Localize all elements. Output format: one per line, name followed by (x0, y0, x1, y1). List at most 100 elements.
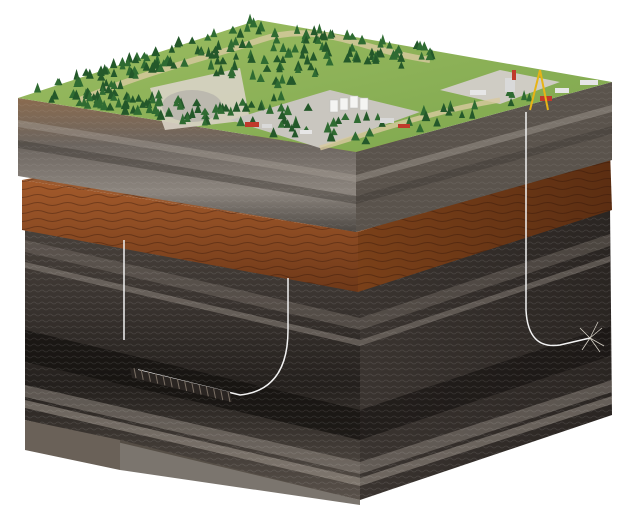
rail-tie (155, 373, 159, 384)
conifer-tree (507, 98, 515, 107)
conifer-tree (247, 53, 256, 63)
rail-tie (198, 384, 202, 395)
conifer-tree (232, 52, 240, 60)
conifer-tree (154, 96, 162, 107)
forest-trees (33, 13, 533, 145)
conifer-tree (83, 100, 92, 109)
conifer-tree (105, 102, 115, 111)
conifer-tree (115, 97, 123, 108)
rail-tie (140, 369, 144, 380)
conifer-tree (103, 78, 110, 87)
conifer-tree (151, 46, 161, 57)
conifer-tree (72, 89, 81, 100)
conifer-tree (314, 35, 322, 44)
conifer-tree (279, 55, 287, 63)
conifer-tree (211, 45, 220, 54)
conifer-tree (188, 36, 196, 44)
conifer-tree (386, 40, 393, 49)
conifer-tree (526, 92, 533, 102)
conifer-tree (374, 112, 381, 121)
lateral-rails (130, 367, 232, 403)
conifer-tree (362, 111, 371, 121)
conifer-tree (397, 52, 406, 62)
conifer-tree (149, 95, 157, 104)
conifer-tree (418, 51, 425, 60)
conifer-tree (256, 73, 265, 82)
conifer-tree (445, 108, 453, 116)
conifer-tree (294, 64, 302, 74)
conifer-tree (99, 85, 106, 95)
conifer-tree (286, 75, 295, 85)
conifer-tree (398, 61, 405, 69)
rail-tie (162, 375, 166, 386)
conifer-tree (440, 102, 448, 113)
conifer-tree (50, 89, 59, 100)
conifer-tree (358, 35, 366, 45)
conifer-tree (145, 97, 153, 108)
conifer-tree (81, 95, 88, 107)
conifer-tree (110, 68, 118, 77)
conifer-tree (85, 68, 94, 79)
conifer-tree (347, 32, 357, 40)
conifer-tree (110, 93, 118, 101)
conifer-tree (188, 107, 196, 119)
conifer-tree (120, 104, 130, 115)
conifer-tree (210, 28, 218, 38)
conifer-tree (244, 21, 251, 32)
conifer-tree (249, 68, 257, 80)
conifer-tree (346, 46, 354, 57)
conifer-tree (270, 42, 277, 52)
conifer-tree (291, 43, 299, 53)
rail-tie (213, 388, 217, 399)
conifer-tree (469, 108, 476, 119)
conifer-tree (276, 62, 283, 73)
rail-tie (147, 371, 151, 382)
conifer-tree (238, 98, 247, 106)
conifer-tree (160, 59, 168, 67)
conifer-tree (211, 103, 221, 113)
conifer-tree (323, 121, 332, 133)
conifer-tree (260, 55, 269, 64)
conifer-tree (207, 58, 215, 70)
conifer-tree (238, 38, 247, 48)
conifer-tree (283, 119, 292, 128)
conifer-tree (109, 57, 118, 69)
conifer-tree (217, 105, 225, 114)
conifer-tree (244, 40, 253, 48)
conifer-tree (92, 97, 100, 108)
conifer-tree (291, 118, 301, 129)
conifer-tree (231, 36, 240, 46)
conifer-tree (241, 102, 251, 112)
conifer-tree (320, 29, 329, 41)
rail-tie (133, 367, 137, 379)
conifer-tree (215, 39, 222, 50)
conifer-tree (179, 113, 187, 125)
conifer-tree (343, 53, 352, 63)
conifer-tree (416, 123, 425, 133)
conifer-tree (154, 53, 161, 64)
conifer-tree (262, 64, 272, 72)
conifer-tree (170, 61, 178, 69)
conifer-tree (180, 57, 189, 67)
conifer-tree (221, 103, 231, 112)
conifer-tree (226, 42, 235, 53)
conifer-tree (194, 45, 202, 55)
conifer-tree (363, 55, 372, 65)
conifer-tree (154, 89, 163, 99)
conifer-tree (508, 88, 516, 98)
conifer-tree (270, 27, 279, 38)
conifer-tree (425, 51, 434, 61)
conifer-tree (303, 53, 311, 65)
conifer-tree (232, 101, 241, 112)
conifer-tree (266, 103, 274, 114)
conifer-tree (368, 47, 376, 56)
conifer-tree (94, 90, 102, 99)
conifer-tree (48, 95, 55, 103)
conifer-tree (227, 106, 235, 116)
conifer-tree (213, 47, 220, 59)
conifer-tree (310, 25, 318, 36)
conifer-tree (273, 54, 282, 63)
conifer-tree (280, 114, 289, 125)
conifer-tree (277, 90, 285, 101)
conifer-tree (458, 110, 466, 119)
